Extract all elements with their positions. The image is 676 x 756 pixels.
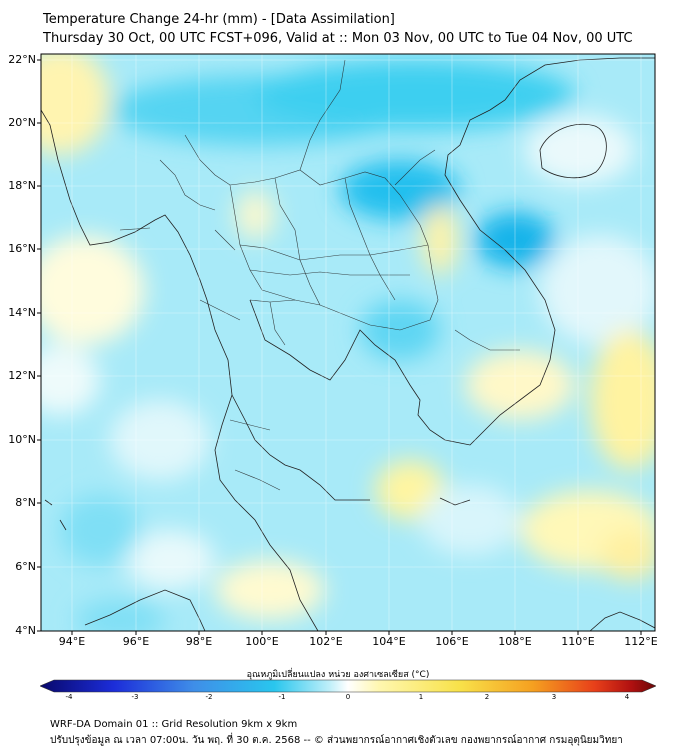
lat-tick-20: 20°N — [8, 116, 36, 129]
lon-tick-100: 100°E — [245, 635, 279, 648]
colorbar-label: อุณหภูมิเปลี่ยนแปลง หน่วย องศาเซลเซียส (… — [246, 670, 430, 680]
axis-ticks — [37, 59, 642, 635]
temperature-field — [41, 54, 655, 631]
lat-tick-18: 18°N — [8, 179, 36, 192]
gridlines — [41, 54, 655, 631]
lat-tick-8: 8°N — [15, 496, 36, 509]
lon-tick-108: 108°E — [498, 635, 532, 648]
map-frame — [40, 53, 656, 632]
colorbar-tick: 3 — [551, 693, 557, 701]
temperature-map — [37, 53, 656, 635]
lon-tick-96: 96°E — [122, 635, 150, 648]
coastlines — [41, 57, 655, 631]
lat-tick-16: 16°N — [8, 242, 36, 255]
colorbar-tick: -3 — [131, 693, 139, 701]
colorbar-tick: 2 — [484, 693, 490, 701]
map-subtitle: Thursday 30 Oct, 00 UTC FCST+096, Valid … — [43, 31, 633, 46]
lat-tick-4: 4°N — [15, 624, 36, 637]
lon-tick-110: 110°E — [561, 635, 595, 648]
lon-tick-94: 94°E — [58, 635, 86, 648]
footer-update-info: ปรับปรุงข้อมูล ณ เวลา 07:00น. วัน พฤ. ที… — [50, 735, 623, 746]
colorbar-tick: 1 — [418, 693, 424, 701]
colorbar-tick: -4 — [65, 693, 73, 701]
lat-tick-12: 12°N — [8, 369, 36, 382]
footer-model-info: WRF-DA Domain 01 :: Grid Resolution 9km … — [50, 719, 298, 730]
lon-tick-112: 112°E — [624, 635, 658, 648]
lon-tick-106: 106°E — [435, 635, 469, 648]
lon-tick-98: 98°E — [185, 635, 213, 648]
colorbar-tick: -1 — [278, 693, 286, 701]
province-boundaries — [119, 59, 520, 491]
lat-tick-6: 6°N — [15, 560, 36, 573]
lat-tick-22: 22°N — [8, 53, 36, 66]
colorbar-tick: 4 — [624, 693, 630, 701]
colorbar-tick: -2 — [205, 693, 213, 701]
lon-tick-104: 104°E — [372, 635, 406, 648]
colorbar-tick: 0 — [345, 693, 351, 701]
colorbar — [40, 679, 656, 693]
lon-tick-102: 102°E — [309, 635, 343, 648]
lat-tick-10: 10°N — [8, 433, 36, 446]
lat-tick-14: 14°N — [8, 306, 36, 319]
map-title: Temperature Change 24-hr (mm) - [Data As… — [43, 12, 395, 27]
